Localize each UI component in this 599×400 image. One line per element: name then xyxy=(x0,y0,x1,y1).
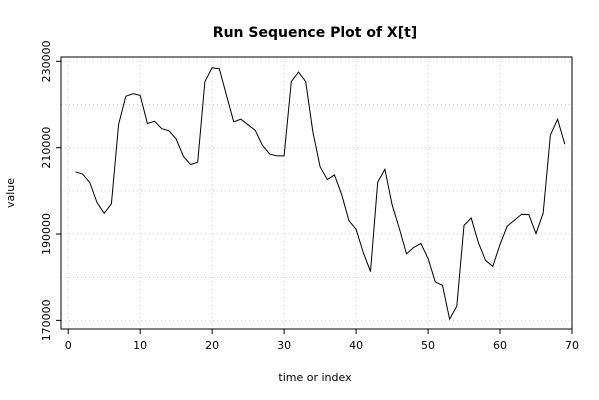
grid-layer xyxy=(61,57,573,329)
x-tick-label: 70 xyxy=(565,339,579,352)
y-tick-label: 190000 xyxy=(40,213,53,255)
plot-frame xyxy=(60,56,573,330)
x-axis-label: time or index xyxy=(278,371,352,384)
y-axis-label: value xyxy=(4,178,17,208)
series-layer xyxy=(75,67,566,321)
series-line-0 xyxy=(75,67,566,321)
x-tick-label: 40 xyxy=(349,339,363,352)
x-tick-label: 30 xyxy=(277,339,291,352)
x-tick-label: 10 xyxy=(133,339,147,352)
chart-title: Run Sequence Plot of X[t] xyxy=(213,25,417,41)
y-axis: 170000 190000 210000 230000 xyxy=(40,40,61,341)
x-tick-label: 60 xyxy=(493,339,507,352)
y-tick-label: 230000 xyxy=(40,40,53,82)
x-tick-label: 50 xyxy=(421,339,435,352)
y-tick-label: 210000 xyxy=(40,127,53,169)
x-tick-label: 0 xyxy=(65,339,72,352)
x-tick-label: 20 xyxy=(205,339,219,352)
x-axis: 0 10 20 30 40 50 60 70 xyxy=(65,329,579,352)
y-tick-label: 170000 xyxy=(40,299,53,341)
